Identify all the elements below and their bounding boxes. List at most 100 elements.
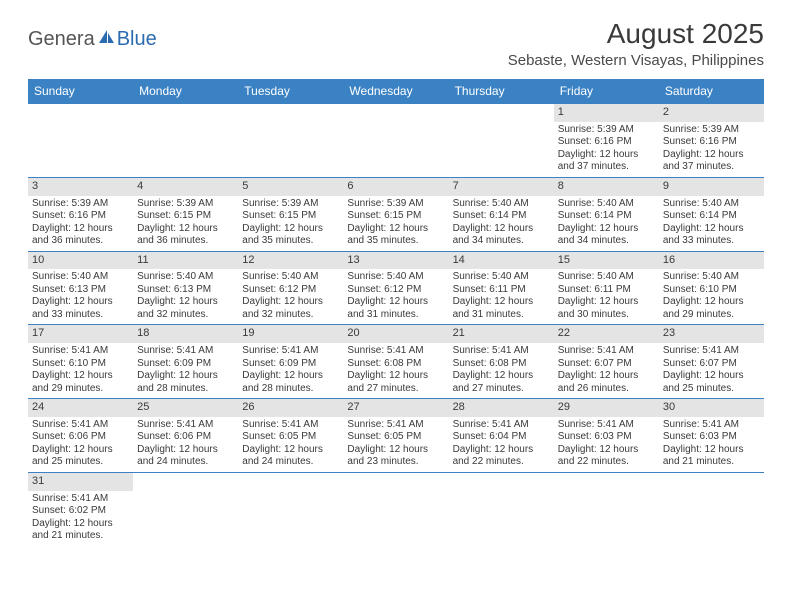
day-cell: 11Sunrise: 5:40 AMSunset: 6:13 PMDayligh… xyxy=(133,252,238,325)
day-line: Sunset: 6:15 PM xyxy=(242,210,339,223)
day-line: Sunset: 6:15 PM xyxy=(347,210,444,223)
day-line: Daylight: 12 hours and 33 minutes. xyxy=(32,296,129,321)
day-line: Sunrise: 5:41 AM xyxy=(242,345,339,358)
day-cell: 19Sunrise: 5:41 AMSunset: 6:09 PMDayligh… xyxy=(238,325,343,398)
day-header: Friday xyxy=(554,79,659,104)
day-body: Sunrise: 5:40 AMSunset: 6:11 PMDaylight:… xyxy=(449,269,554,324)
day-number: 20 xyxy=(343,325,448,343)
day-number: 14 xyxy=(449,252,554,270)
day-number xyxy=(343,104,448,122)
day-line: Sunset: 6:13 PM xyxy=(32,284,129,297)
day-header: Monday xyxy=(133,79,238,104)
day-number xyxy=(659,473,764,491)
day-body: Sunrise: 5:40 AMSunset: 6:12 PMDaylight:… xyxy=(343,269,448,324)
day-line: Sunrise: 5:39 AM xyxy=(558,124,655,137)
day-body: Sunrise: 5:41 AMSunset: 6:08 PMDaylight:… xyxy=(449,343,554,398)
day-cell: 21Sunrise: 5:41 AMSunset: 6:08 PMDayligh… xyxy=(449,325,554,398)
day-body: Sunrise: 5:40 AMSunset: 6:14 PMDaylight:… xyxy=(659,196,764,251)
day-line: Sunrise: 5:40 AM xyxy=(32,271,129,284)
day-number: 25 xyxy=(133,399,238,417)
day-body: Sunrise: 5:41 AMSunset: 6:05 PMDaylight:… xyxy=(343,417,448,472)
day-line: Daylight: 12 hours and 27 minutes. xyxy=(453,370,550,395)
day-cell xyxy=(133,104,238,177)
day-cell: 2Sunrise: 5:39 AMSunset: 6:16 PMDaylight… xyxy=(659,104,764,177)
day-line: Sunset: 6:15 PM xyxy=(137,210,234,223)
day-cell: 29Sunrise: 5:41 AMSunset: 6:03 PMDayligh… xyxy=(554,399,659,472)
day-body: Sunrise: 5:39 AMSunset: 6:15 PMDaylight:… xyxy=(133,196,238,251)
page-header: GeneraBlue August 2025 Sebaste, Western … xyxy=(28,18,764,69)
day-number: 23 xyxy=(659,325,764,343)
day-line: Sunrise: 5:40 AM xyxy=(663,198,760,211)
day-header: Saturday xyxy=(659,79,764,104)
day-number: 31 xyxy=(28,473,133,491)
day-body: Sunrise: 5:39 AMSunset: 6:15 PMDaylight:… xyxy=(238,196,343,251)
day-number: 19 xyxy=(238,325,343,343)
day-line: Sunrise: 5:39 AM xyxy=(242,198,339,211)
day-cell xyxy=(343,473,448,546)
day-line: Sunrise: 5:41 AM xyxy=(347,345,444,358)
day-line: Daylight: 12 hours and 31 minutes. xyxy=(453,296,550,321)
day-cell: 9Sunrise: 5:40 AMSunset: 6:14 PMDaylight… xyxy=(659,178,764,251)
day-header: Wednesday xyxy=(343,79,448,104)
day-line: Sunset: 6:09 PM xyxy=(137,358,234,371)
day-line: Daylight: 12 hours and 34 minutes. xyxy=(453,223,550,248)
day-body: Sunrise: 5:41 AMSunset: 6:02 PMDaylight:… xyxy=(28,491,133,546)
day-line: Sunset: 6:11 PM xyxy=(453,284,550,297)
day-body xyxy=(554,491,659,496)
day-body xyxy=(133,491,238,496)
day-header: Sunday xyxy=(28,79,133,104)
day-line: Sunrise: 5:41 AM xyxy=(663,345,760,358)
day-line: Sunset: 6:07 PM xyxy=(558,358,655,371)
month-title: August 2025 xyxy=(508,18,764,50)
day-cell: 10Sunrise: 5:40 AMSunset: 6:13 PMDayligh… xyxy=(28,252,133,325)
day-body: Sunrise: 5:41 AMSunset: 6:08 PMDaylight:… xyxy=(343,343,448,398)
calendar-grid: SundayMondayTuesdayWednesdayThursdayFrid… xyxy=(28,79,764,546)
day-line: Sunrise: 5:41 AM xyxy=(137,345,234,358)
day-number: 29 xyxy=(554,399,659,417)
day-line: Sunrise: 5:39 AM xyxy=(137,198,234,211)
day-line: Daylight: 12 hours and 34 minutes. xyxy=(558,223,655,248)
day-number xyxy=(133,104,238,122)
day-line: Sunrise: 5:40 AM xyxy=(558,198,655,211)
day-cell: 24Sunrise: 5:41 AMSunset: 6:06 PMDayligh… xyxy=(28,399,133,472)
week-row: 24Sunrise: 5:41 AMSunset: 6:06 PMDayligh… xyxy=(28,399,764,473)
day-cell: 22Sunrise: 5:41 AMSunset: 6:07 PMDayligh… xyxy=(554,325,659,398)
day-cell: 8Sunrise: 5:40 AMSunset: 6:14 PMDaylight… xyxy=(554,178,659,251)
day-number: 24 xyxy=(28,399,133,417)
day-body xyxy=(659,491,764,496)
day-cell: 30Sunrise: 5:41 AMSunset: 6:03 PMDayligh… xyxy=(659,399,764,472)
day-number: 9 xyxy=(659,178,764,196)
day-cell: 3Sunrise: 5:39 AMSunset: 6:16 PMDaylight… xyxy=(28,178,133,251)
day-body: Sunrise: 5:40 AMSunset: 6:11 PMDaylight:… xyxy=(554,269,659,324)
day-body xyxy=(238,122,343,127)
day-body: Sunrise: 5:41 AMSunset: 6:09 PMDaylight:… xyxy=(238,343,343,398)
day-number: 28 xyxy=(449,399,554,417)
day-line: Daylight: 12 hours and 21 minutes. xyxy=(32,518,129,543)
day-cell: 5Sunrise: 5:39 AMSunset: 6:15 PMDaylight… xyxy=(238,178,343,251)
day-cell: 31Sunrise: 5:41 AMSunset: 6:02 PMDayligh… xyxy=(28,473,133,546)
day-line: Daylight: 12 hours and 21 minutes. xyxy=(663,444,760,469)
day-line: Sunrise: 5:40 AM xyxy=(137,271,234,284)
day-number xyxy=(133,473,238,491)
day-cell xyxy=(343,104,448,177)
day-body: Sunrise: 5:41 AMSunset: 6:10 PMDaylight:… xyxy=(28,343,133,398)
day-cell: 6Sunrise: 5:39 AMSunset: 6:15 PMDaylight… xyxy=(343,178,448,251)
day-line: Sunset: 6:03 PM xyxy=(558,431,655,444)
day-body xyxy=(133,122,238,127)
calendar-page: GeneraBlue August 2025 Sebaste, Western … xyxy=(0,0,792,546)
day-line: Sunrise: 5:39 AM xyxy=(663,124,760,137)
logo-text-2: Blue xyxy=(117,28,157,51)
day-number: 1 xyxy=(554,104,659,122)
day-line: Sunrise: 5:41 AM xyxy=(32,419,129,432)
day-cell: 16Sunrise: 5:40 AMSunset: 6:10 PMDayligh… xyxy=(659,252,764,325)
day-body: Sunrise: 5:41 AMSunset: 6:03 PMDaylight:… xyxy=(659,417,764,472)
day-number xyxy=(238,104,343,122)
day-line: Sunset: 6:08 PM xyxy=(347,358,444,371)
day-line: Sunset: 6:05 PM xyxy=(347,431,444,444)
day-cell: 27Sunrise: 5:41 AMSunset: 6:05 PMDayligh… xyxy=(343,399,448,472)
day-number: 27 xyxy=(343,399,448,417)
day-body: Sunrise: 5:41 AMSunset: 6:07 PMDaylight:… xyxy=(659,343,764,398)
day-cell: 23Sunrise: 5:41 AMSunset: 6:07 PMDayligh… xyxy=(659,325,764,398)
day-line: Sunrise: 5:40 AM xyxy=(453,198,550,211)
day-line: Sunrise: 5:41 AM xyxy=(32,345,129,358)
